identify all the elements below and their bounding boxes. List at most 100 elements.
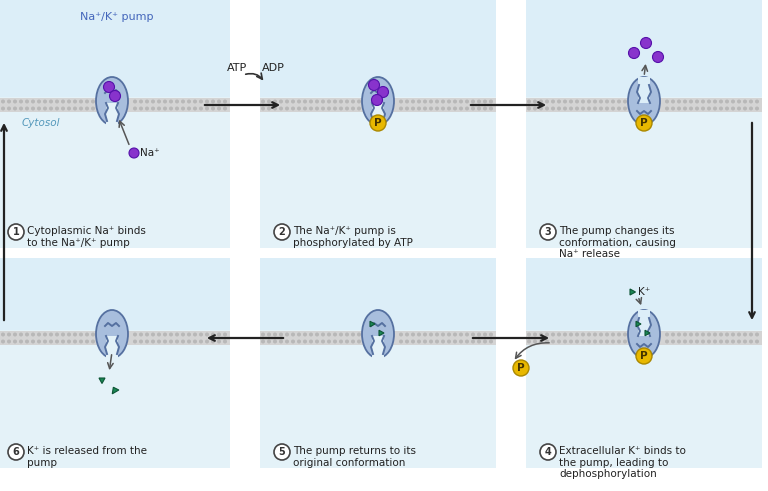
Circle shape bbox=[206, 340, 208, 343]
Circle shape bbox=[339, 333, 343, 336]
Circle shape bbox=[720, 100, 722, 103]
Circle shape bbox=[424, 340, 426, 343]
Circle shape bbox=[581, 100, 584, 103]
Circle shape bbox=[558, 100, 561, 103]
Circle shape bbox=[465, 340, 468, 343]
Circle shape bbox=[280, 100, 283, 103]
Circle shape bbox=[80, 100, 82, 103]
Circle shape bbox=[726, 340, 728, 343]
Circle shape bbox=[91, 340, 94, 343]
Circle shape bbox=[513, 360, 529, 376]
Circle shape bbox=[140, 333, 142, 336]
Circle shape bbox=[2, 107, 5, 110]
Circle shape bbox=[672, 100, 674, 103]
Text: Cytosol: Cytosol bbox=[22, 118, 61, 128]
Circle shape bbox=[399, 340, 402, 343]
Text: The Na⁺/K⁺ pump is
phosphorylated by ATP: The Na⁺/K⁺ pump is phosphorylated by ATP bbox=[293, 226, 413, 247]
Circle shape bbox=[399, 100, 402, 103]
Circle shape bbox=[298, 333, 300, 336]
Circle shape bbox=[316, 100, 318, 103]
Circle shape bbox=[588, 107, 591, 110]
Circle shape bbox=[44, 107, 46, 110]
Circle shape bbox=[713, 333, 717, 336]
Circle shape bbox=[358, 107, 360, 110]
Circle shape bbox=[262, 340, 264, 343]
Bar bbox=[260, 331, 496, 345]
Circle shape bbox=[292, 340, 294, 343]
Circle shape bbox=[61, 340, 65, 343]
Circle shape bbox=[684, 100, 687, 103]
Circle shape bbox=[104, 82, 114, 92]
Circle shape bbox=[576, 333, 578, 336]
Circle shape bbox=[606, 107, 608, 110]
Circle shape bbox=[322, 333, 324, 336]
Circle shape bbox=[738, 107, 740, 110]
Circle shape bbox=[372, 94, 382, 106]
Circle shape bbox=[606, 100, 608, 103]
Circle shape bbox=[546, 107, 548, 110]
Circle shape bbox=[435, 333, 439, 336]
Circle shape bbox=[223, 340, 227, 343]
Circle shape bbox=[200, 100, 202, 103]
Circle shape bbox=[86, 333, 88, 336]
Circle shape bbox=[286, 333, 288, 336]
Circle shape bbox=[465, 107, 468, 110]
Circle shape bbox=[262, 333, 264, 336]
Circle shape bbox=[140, 100, 142, 103]
Circle shape bbox=[164, 100, 167, 103]
Circle shape bbox=[442, 340, 445, 343]
Bar bbox=[526, 97, 762, 248]
Circle shape bbox=[732, 333, 734, 336]
Circle shape bbox=[546, 333, 548, 336]
Circle shape bbox=[212, 340, 214, 343]
Circle shape bbox=[200, 107, 202, 110]
Circle shape bbox=[346, 340, 349, 343]
Circle shape bbox=[176, 100, 178, 103]
Circle shape bbox=[38, 107, 40, 110]
Circle shape bbox=[316, 333, 318, 336]
Circle shape bbox=[212, 107, 214, 110]
Circle shape bbox=[310, 333, 313, 336]
Circle shape bbox=[406, 340, 409, 343]
Circle shape bbox=[484, 107, 486, 110]
Circle shape bbox=[14, 100, 16, 103]
Circle shape bbox=[346, 107, 349, 110]
Circle shape bbox=[74, 340, 76, 343]
Circle shape bbox=[624, 107, 626, 110]
Circle shape bbox=[328, 333, 330, 336]
Circle shape bbox=[262, 100, 264, 103]
Circle shape bbox=[223, 100, 227, 103]
Circle shape bbox=[624, 333, 626, 336]
Circle shape bbox=[460, 107, 462, 110]
Circle shape bbox=[146, 107, 148, 110]
Circle shape bbox=[750, 100, 753, 103]
Circle shape bbox=[528, 107, 530, 110]
Bar bbox=[106, 103, 118, 127]
Circle shape bbox=[298, 107, 300, 110]
Circle shape bbox=[707, 340, 710, 343]
Circle shape bbox=[38, 333, 40, 336]
Bar bbox=[526, 98, 762, 112]
Circle shape bbox=[298, 340, 300, 343]
Circle shape bbox=[316, 107, 318, 110]
Circle shape bbox=[690, 107, 692, 110]
Circle shape bbox=[268, 333, 270, 336]
Circle shape bbox=[490, 333, 492, 336]
Circle shape bbox=[551, 100, 554, 103]
Circle shape bbox=[677, 100, 680, 103]
Circle shape bbox=[472, 107, 475, 110]
Circle shape bbox=[146, 340, 148, 343]
Circle shape bbox=[187, 100, 190, 103]
Circle shape bbox=[581, 333, 584, 336]
Circle shape bbox=[334, 100, 336, 103]
Circle shape bbox=[170, 107, 172, 110]
Circle shape bbox=[20, 107, 22, 110]
Circle shape bbox=[2, 333, 5, 336]
Circle shape bbox=[684, 333, 687, 336]
Circle shape bbox=[56, 107, 58, 110]
Circle shape bbox=[490, 107, 492, 110]
Circle shape bbox=[286, 340, 288, 343]
Circle shape bbox=[91, 333, 94, 336]
Circle shape bbox=[182, 340, 184, 343]
Circle shape bbox=[454, 340, 456, 343]
